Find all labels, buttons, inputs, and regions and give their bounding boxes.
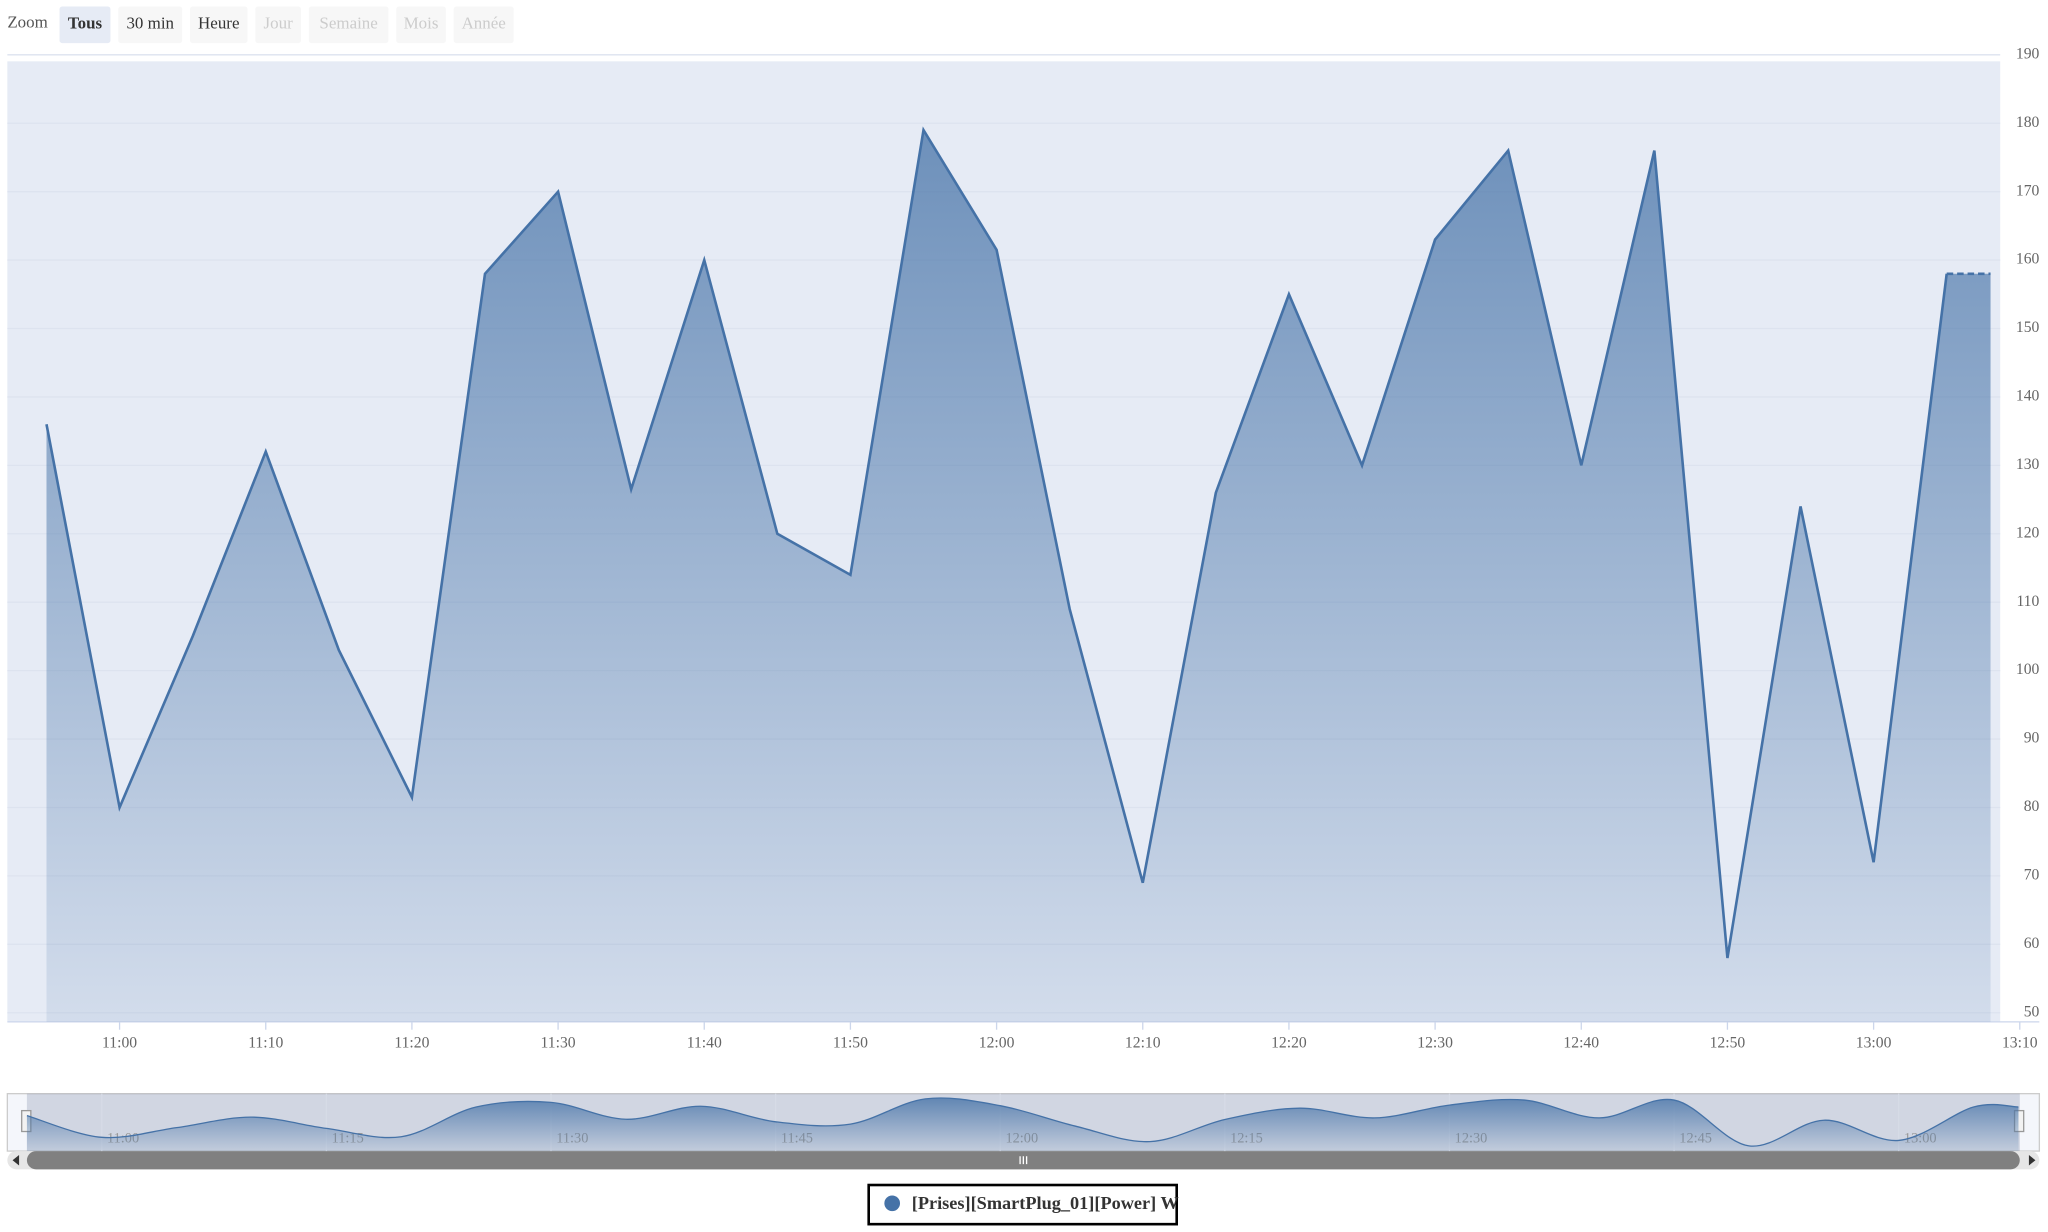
- x-tick-label: 12:50: [1710, 1035, 1746, 1052]
- zoom-button-label: Semaine: [319, 14, 377, 33]
- y-tick-label: 160: [2016, 251, 2040, 268]
- zoom-button-label: 30 min: [126, 14, 174, 33]
- x-tick-label: 12:20: [1271, 1035, 1307, 1052]
- y-tick-label: 190: [2016, 45, 2040, 62]
- zoom-button: [255, 6, 301, 44]
- x-tick-label: 11:00: [102, 1035, 137, 1052]
- zoom-button[interactable]: [118, 6, 183, 44]
- y-tick-label: 120: [2016, 524, 2040, 541]
- y-tick-label: 90: [2024, 730, 2040, 747]
- x-tick-label: 12:40: [1563, 1035, 1599, 1052]
- y-tick-label: 50: [2024, 1003, 2040, 1020]
- x-tick-label: 13:00: [1856, 1035, 1892, 1052]
- y-tick-label: 140: [2016, 388, 2040, 405]
- scrollbar[interactable]: [7, 1151, 2040, 1170]
- x-tick-label: 11:50: [833, 1035, 868, 1052]
- zoom-button: [396, 6, 446, 44]
- navigator-area: [26, 1097, 2019, 1152]
- x-tick-label: 11:10: [248, 1035, 283, 1052]
- y-tick-label: 130: [2016, 456, 2040, 473]
- x-tick-label: 11:20: [394, 1035, 429, 1052]
- zoom-button-label: Mois: [404, 14, 439, 33]
- x-tick-label: 11:40: [687, 1035, 722, 1052]
- x-tick-label: 12:00: [979, 1035, 1015, 1052]
- y-tick-label: 100: [2016, 661, 2040, 678]
- legend-symbol: [884, 1195, 901, 1212]
- y-tick-label: 150: [2016, 319, 2040, 336]
- zoom-button[interactable]: [59, 6, 111, 44]
- y-tick-label: 180: [2016, 114, 2040, 131]
- y-tick-label: 60: [2024, 935, 2040, 952]
- y-tick-label: 70: [2024, 866, 2040, 883]
- x-tick-label: 13:10: [2002, 1035, 2038, 1052]
- x-tick-label: 12:30: [1417, 1035, 1453, 1052]
- zoom-button-label: Heure: [198, 14, 239, 33]
- zoom-button[interactable]: [190, 6, 248, 44]
- navigator-line: [26, 1097, 2019, 1147]
- zoom-button-label: Année: [462, 14, 506, 33]
- legend: [867, 1183, 1178, 1226]
- zoom-button: [453, 6, 514, 44]
- scrollbar-grip: [1019, 1156, 1028, 1165]
- y-tick-label: 170: [2016, 182, 2040, 199]
- x-tick-label: 11:30: [541, 1035, 576, 1052]
- y-tick-label: 80: [2024, 798, 2040, 815]
- area: [46, 130, 1991, 1022]
- x-tick-label: 12:10: [1125, 1035, 1161, 1052]
- legend-item[interactable]: [Prises][SmartPlug_01][Power] W: [912, 1193, 1179, 1213]
- y-tick-label: 110: [2016, 593, 2039, 610]
- line: [45, 126, 1948, 959]
- zoom-button-label: Jour: [264, 14, 294, 33]
- zoom-label: Zoom: [7, 12, 48, 31]
- zoom-button: [308, 6, 389, 44]
- zoom-button-label: Tous: [68, 14, 103, 33]
